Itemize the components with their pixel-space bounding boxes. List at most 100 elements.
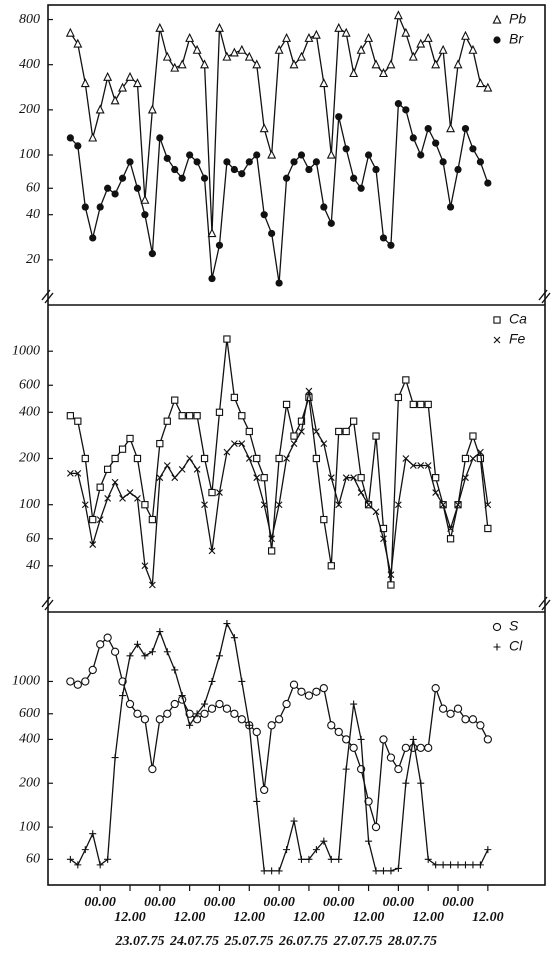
data-point	[238, 412, 246, 420]
data-point	[393, 10, 403, 20]
data-point	[357, 735, 365, 743]
data-point	[342, 765, 350, 773]
date-label: 26.07.75	[278, 934, 328, 949]
data-point	[133, 184, 142, 192]
data-point	[282, 699, 291, 709]
data-point	[73, 38, 83, 48]
data-point	[74, 142, 82, 150]
data-point	[283, 455, 290, 462]
data-point	[424, 400, 432, 409]
y-tick-label: 400	[19, 732, 40, 747]
data-point	[492, 14, 502, 24]
data-point	[327, 721, 336, 730]
x-tick-label: 12.00	[234, 910, 266, 925]
data-point	[290, 817, 298, 825]
data-point	[372, 432, 380, 440]
y-tick-label: 600	[19, 377, 40, 392]
data-point	[259, 123, 269, 133]
data-point	[238, 170, 246, 178]
data-point	[387, 241, 395, 249]
data-point	[155, 22, 165, 32]
data-point	[447, 525, 454, 532]
x-tick-label: 00.00	[144, 895, 176, 910]
data-point	[282, 32, 292, 42]
y-tick-label: 100	[19, 147, 40, 162]
data-point	[446, 709, 455, 718]
data-point	[454, 501, 462, 509]
data-point	[133, 709, 142, 718]
data-point	[274, 715, 284, 724]
data-point	[156, 439, 164, 448]
data-point	[438, 44, 448, 54]
break-mark	[44, 599, 54, 611]
data-point	[104, 494, 112, 502]
data-point	[394, 864, 402, 872]
data-point	[89, 541, 97, 548]
break-mark	[541, 599, 551, 611]
data-point	[304, 691, 314, 700]
data-point	[469, 432, 477, 440]
data-point	[417, 779, 425, 787]
data-point	[327, 474, 335, 482]
data-point	[298, 428, 305, 435]
data-point	[215, 652, 223, 660]
data-point	[372, 165, 380, 174]
date-label: 23.07.75	[115, 934, 165, 949]
y-tick-label: 200	[19, 775, 40, 790]
plot-frame	[47, 4, 546, 886]
data-point	[409, 400, 417, 409]
data-point	[177, 59, 187, 69]
data-point	[222, 51, 232, 61]
x-tick-label: 12.00	[114, 910, 146, 925]
data-point	[460, 30, 470, 40]
data-point	[493, 336, 501, 344]
y-tick-label: 60	[26, 852, 40, 867]
data-point	[170, 699, 179, 709]
y-tick-label: 800	[19, 12, 40, 27]
y-tick-label: 20	[26, 252, 40, 267]
y-tick-label: 600	[19, 706, 40, 721]
data-point	[327, 219, 335, 227]
data-point	[96, 516, 104, 523]
data-point	[290, 440, 298, 448]
data-point	[356, 44, 366, 54]
data-point	[394, 100, 402, 108]
data-point	[163, 417, 171, 425]
data-point	[365, 501, 372, 509]
data-point	[245, 427, 253, 436]
x-tick-label: 00.00	[204, 895, 236, 910]
x-tick-label: 00.00	[263, 895, 295, 910]
data-point	[141, 501, 149, 509]
data-point	[140, 715, 150, 724]
data-point	[327, 562, 335, 570]
data-point	[468, 44, 478, 54]
data-point	[484, 179, 492, 187]
data-point	[126, 158, 134, 166]
data-point	[453, 59, 463, 69]
data-point	[402, 106, 410, 114]
data-point	[297, 687, 306, 696]
data-point	[350, 174, 358, 182]
data-point	[424, 124, 432, 133]
data-point	[66, 134, 74, 142]
data-point	[230, 709, 239, 718]
data-point	[186, 151, 194, 159]
data-point	[417, 462, 425, 469]
data-point	[319, 78, 329, 88]
data-point	[297, 855, 305, 863]
data-point	[493, 316, 501, 324]
data-point	[193, 158, 201, 166]
data-point	[156, 134, 164, 142]
data-point	[237, 715, 246, 724]
data-point	[334, 727, 343, 737]
data-point	[230, 634, 238, 642]
data-point	[349, 68, 359, 78]
break-mark	[41, 596, 51, 608]
data-point	[223, 620, 231, 628]
data-point	[125, 699, 135, 709]
data-point	[326, 149, 336, 159]
data-point	[118, 82, 128, 92]
x-tick-label: 00.00	[323, 895, 355, 910]
legend-label: Ca	[509, 311, 527, 327]
data-point	[80, 78, 90, 88]
